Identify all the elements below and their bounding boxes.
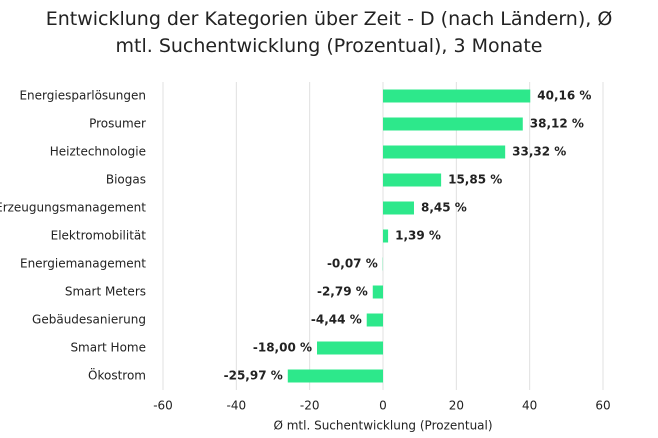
y-tick-label: Energiemanagement bbox=[20, 257, 146, 271]
x-axis-label: Ø mtl. Suchentwicklung (Prozentual) bbox=[273, 419, 492, 433]
bar bbox=[383, 117, 523, 131]
value-label: 40,16 % bbox=[537, 89, 591, 103]
value-label: -25,97 % bbox=[224, 369, 283, 383]
value-label: -2,79 % bbox=[317, 285, 368, 299]
bar bbox=[287, 369, 383, 383]
y-tick-label: Gebäudesanierung bbox=[32, 313, 146, 327]
y-tick-label: Erzeugungsmanagement bbox=[0, 201, 146, 215]
value-label: 38,12 % bbox=[530, 117, 584, 131]
x-tick-label: 40 bbox=[522, 399, 537, 413]
x-tick-label: 0 bbox=[379, 399, 387, 413]
y-tick-label: Smart Home bbox=[70, 341, 146, 355]
value-label: -18,00 % bbox=[253, 341, 312, 355]
x-tick-label: 60 bbox=[595, 399, 610, 413]
bar bbox=[383, 201, 414, 215]
value-label: 33,32 % bbox=[512, 145, 566, 159]
y-tick-label: Elektromobilität bbox=[51, 229, 147, 243]
bar bbox=[383, 229, 389, 243]
x-tick-label: -60 bbox=[153, 399, 173, 413]
bar bbox=[383, 173, 442, 187]
value-label: -4,44 % bbox=[311, 313, 362, 327]
bar bbox=[372, 285, 383, 299]
x-tick-label: -40 bbox=[227, 399, 247, 413]
y-tick-label: Prosumer bbox=[89, 117, 146, 131]
value-label: -0,07 % bbox=[327, 257, 378, 271]
bar bbox=[383, 145, 506, 159]
y-tick-label: Smart Meters bbox=[65, 285, 146, 299]
x-tick-label: 20 bbox=[449, 399, 464, 413]
bar bbox=[383, 89, 531, 103]
x-tick-label: -20 bbox=[300, 399, 320, 413]
y-tick-label: Biogas bbox=[106, 173, 146, 187]
bar bbox=[366, 313, 383, 327]
chart-title: Entwicklung der Kategorien über Zeit - D… bbox=[45, 8, 613, 57]
value-label: 15,85 % bbox=[448, 173, 502, 187]
value-label: 8,45 % bbox=[421, 201, 467, 215]
y-tick-label: Heiztechnologie bbox=[50, 145, 146, 159]
y-tick-label: Energiesparlösungen bbox=[19, 89, 146, 103]
bar bbox=[317, 341, 383, 355]
value-label: 1,39 % bbox=[395, 229, 441, 243]
y-tick-label: Ökostrom bbox=[88, 367, 146, 383]
